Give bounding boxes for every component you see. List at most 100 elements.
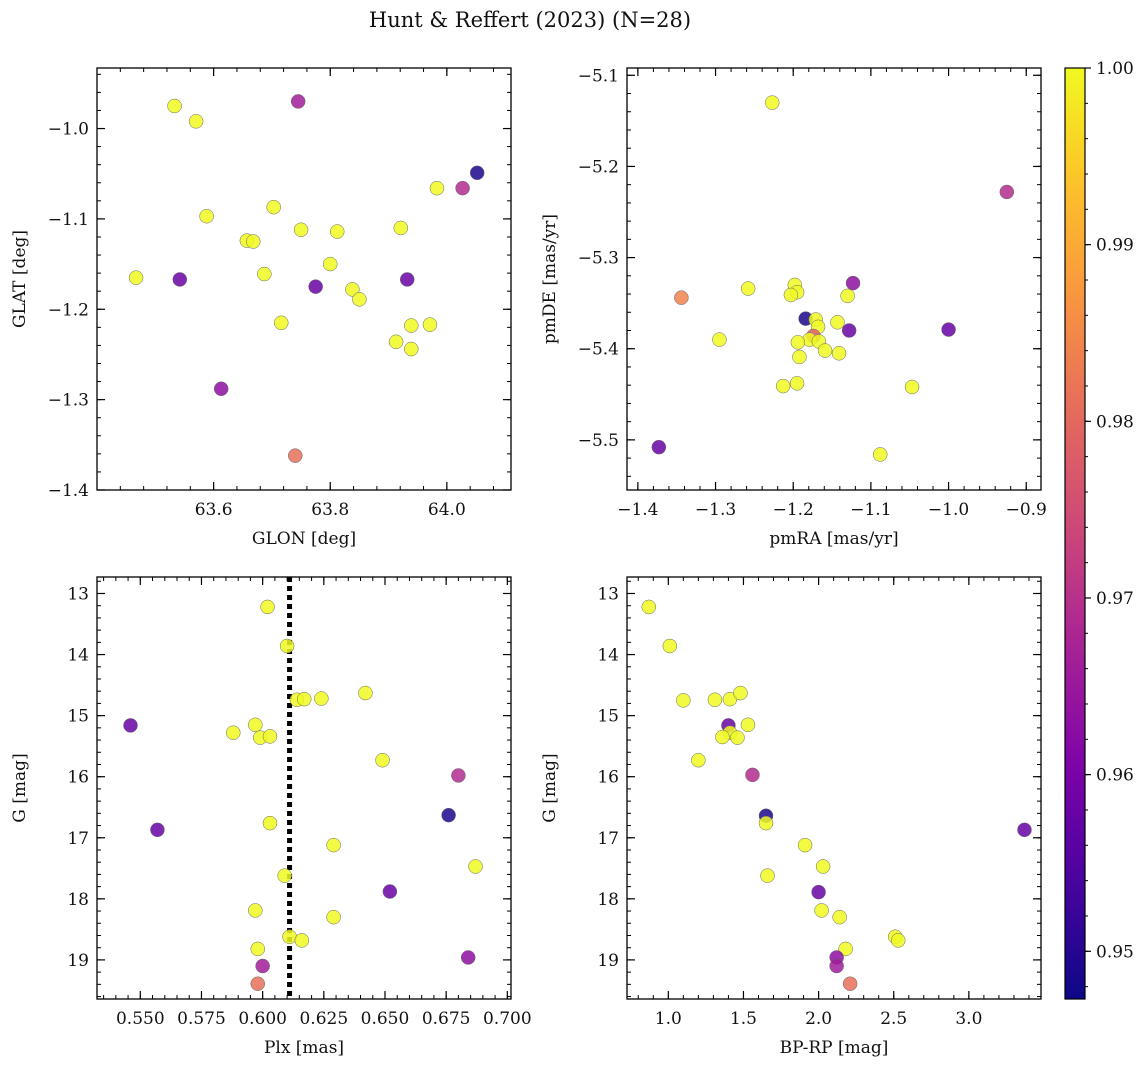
- axes-frame: [96, 67, 512, 491]
- y-tick-label: 18: [67, 890, 89, 910]
- y-tick-label: −1.3: [48, 391, 89, 411]
- data-point: [455, 180, 470, 196]
- data-point: [745, 767, 760, 783]
- y-tick-label: 14: [597, 646, 619, 666]
- panel-2: −1.4 −1.3 −1.2 −1.1 −1.0 −0.9 −5.1 −5.2 −5.3 −5.4…: [540, 66, 1047, 549]
- data-point: [422, 317, 438, 332]
- y-axis-label: GLAT [deg]: [10, 230, 30, 328]
- data-point: [294, 933, 310, 948]
- axes-frame: [626, 576, 1042, 1000]
- colorbar-tick-label: 0.98: [1096, 412, 1134, 432]
- data-point: [831, 346, 847, 361]
- data-point: [172, 272, 188, 287]
- data-point: [167, 98, 182, 114]
- data-point: [248, 903, 263, 918]
- y-tick-label: 19: [67, 951, 89, 971]
- data-point: [468, 859, 483, 874]
- x-tick-label: 2.0: [805, 1009, 832, 1029]
- x-axis-label: BP-RP [mag]: [780, 1038, 889, 1058]
- data-point: [676, 693, 691, 708]
- data-point: [712, 332, 727, 347]
- colorbar: 0.95 0.96 0.97 0.98 0.99 1.00: [1064, 59, 1134, 1000]
- data-point: [326, 837, 341, 853]
- data-point: [760, 868, 775, 883]
- data-point: [266, 199, 281, 215]
- y-tick-label: 15: [597, 707, 619, 727]
- data-point: [150, 822, 165, 838]
- y-tick-label: −1.4: [48, 481, 89, 501]
- data-point: [128, 270, 144, 285]
- data-point: [288, 448, 303, 463]
- data-point: [758, 815, 774, 831]
- data-point: [329, 224, 345, 239]
- y-tick-label: 16: [597, 768, 619, 788]
- data-point: [845, 275, 861, 291]
- data-point: [775, 378, 791, 394]
- x-tick-label: 1.0: [655, 1009, 682, 1029]
- x-tick-label: −0.9: [1006, 500, 1047, 520]
- data-point: [730, 730, 745, 745]
- data-point: [829, 958, 844, 974]
- data-point: [674, 290, 689, 305]
- y-axis-label: G [mag]: [10, 753, 30, 822]
- data-point: [123, 718, 138, 733]
- data-point: [199, 208, 214, 224]
- data-point: [257, 266, 272, 282]
- data-point: [250, 976, 266, 991]
- data-point: [326, 909, 341, 925]
- data-point: [290, 94, 306, 109]
- data-point: [841, 323, 857, 338]
- data-point: [783, 287, 799, 303]
- data-point: [815, 859, 831, 874]
- data-point: [226, 725, 241, 740]
- x-tick-label: 0.700: [483, 1009, 532, 1029]
- data-point: [308, 279, 323, 294]
- x-tick-label: −1.2: [773, 500, 814, 520]
- x-tick-label: 0.600: [238, 1009, 287, 1029]
- data-point: [277, 868, 292, 883]
- colorbar-tick-label: 0.99: [1096, 236, 1134, 256]
- data-point: [375, 752, 390, 768]
- x-tick-label: 1.5: [730, 1009, 757, 1029]
- x-tick-label: 3.0: [955, 1009, 982, 1029]
- data-point: [740, 281, 756, 296]
- x-tick-label: 0.625: [299, 1009, 348, 1029]
- panels: 63.6 63.8 64.0 −1.0 −1.1 −1.2 −1.3 −1.4 GLON [de…: [10, 66, 1047, 1058]
- y-tick-label: −1.2: [48, 300, 89, 320]
- colorbar-tick-label: 1.00: [1096, 59, 1134, 79]
- colorbar-gradient: [1064, 67, 1086, 1000]
- data-point: [460, 950, 476, 965]
- data-point: [840, 288, 855, 304]
- data-point: [441, 807, 456, 823]
- data-point: [246, 234, 261, 249]
- data-point: [790, 335, 806, 350]
- y-tick-label: 17: [67, 829, 89, 849]
- x-tick-label: −1.4: [617, 500, 658, 520]
- x-axis-label: pmRA [mas/yr]: [769, 529, 898, 549]
- data-point: [296, 691, 312, 707]
- data-point: [213, 381, 229, 397]
- data-point: [469, 165, 485, 181]
- data-point: [814, 903, 829, 918]
- data-point: [764, 95, 780, 110]
- y-tick-label: 14: [67, 646, 89, 666]
- data-point: [314, 691, 329, 706]
- data-point: [797, 837, 813, 853]
- y-tick-label: −1.0: [48, 120, 89, 140]
- data-point: [1017, 822, 1032, 838]
- y-tick-label: 15: [67, 707, 89, 727]
- data-point: [262, 729, 278, 744]
- data-point: [274, 315, 289, 331]
- x-tick-label: 2.5: [880, 1009, 907, 1029]
- data-point: [399, 272, 415, 287]
- data-point: [707, 692, 723, 708]
- y-tick-label: −5.5: [578, 431, 619, 451]
- data-point: [641, 599, 657, 615]
- data-point: [248, 717, 263, 733]
- data-point: [388, 334, 404, 350]
- data-point: [358, 685, 373, 701]
- x-axis-label: GLON [deg]: [252, 529, 356, 549]
- y-tick-label: 16: [67, 768, 89, 788]
- data-point: [789, 376, 805, 391]
